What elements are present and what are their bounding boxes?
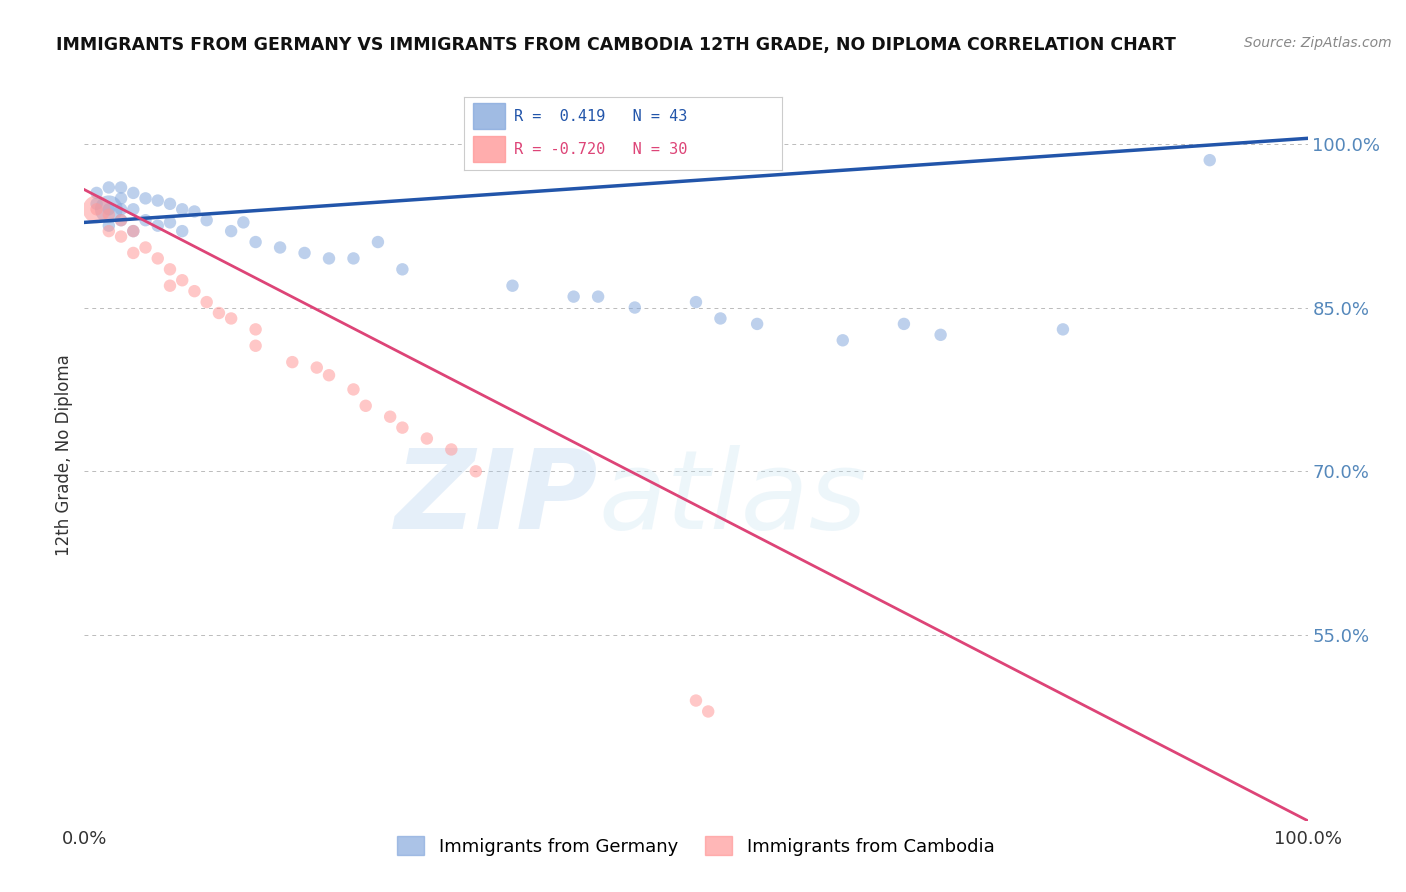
Point [97,219,120,233]
Point [586,290,609,304]
Point [1198,153,1220,168]
Point [97,180,120,194]
Point [172,202,194,217]
Text: atlas: atlas [598,445,866,552]
Point [172,273,194,287]
Point [86,202,108,217]
Point [122,224,145,238]
Point [159,262,181,277]
Point [208,306,231,320]
Point [464,464,486,478]
Point [747,317,769,331]
Point [146,252,169,266]
Point [391,420,413,434]
Point [281,355,304,369]
Point [86,197,108,211]
Point [831,333,853,347]
Point [183,284,205,298]
Point [219,224,242,238]
Point [342,252,364,266]
Point [110,180,132,194]
Point [110,213,132,227]
Point [122,202,145,217]
Point [709,311,731,326]
Point [159,197,181,211]
Y-axis label: 12th Grade, No Diploma: 12th Grade, No Diploma [55,354,73,556]
Legend: Immigrants from Germany, Immigrants from Cambodia: Immigrants from Germany, Immigrants from… [391,829,1001,863]
Point [342,383,364,397]
Point [97,202,120,217]
Point [86,186,108,200]
Point [122,224,145,238]
Point [269,240,291,254]
Point [110,191,132,205]
Point [159,215,181,229]
Point [122,246,145,260]
Text: Source: ZipAtlas.com: Source: ZipAtlas.com [1244,36,1392,50]
Point [245,339,267,353]
Point [135,191,157,205]
Point [110,229,132,244]
Point [135,213,157,227]
Point [232,215,254,229]
Point [416,432,439,446]
Point [929,327,952,342]
Point [305,360,328,375]
Point [440,442,463,457]
Point [294,246,316,260]
Point [318,368,340,383]
Text: IMMIGRANTS FROM GERMANY VS IMMIGRANTS FROM CAMBODIA 12TH GRADE, NO DIPLOMA CORRE: IMMIGRANTS FROM GERMANY VS IMMIGRANTS FR… [56,36,1175,54]
Point [685,295,707,310]
Point [1052,322,1074,336]
Point [624,301,647,315]
Point [697,705,720,719]
Point [245,322,267,336]
Point [97,208,120,222]
Point [562,290,585,304]
Point [86,202,108,217]
Point [367,235,389,249]
Point [122,186,145,200]
Point [354,399,377,413]
Point [110,213,132,227]
Point [318,252,340,266]
Point [110,202,132,217]
Point [195,295,218,310]
Point [195,213,218,227]
Point [219,311,242,326]
Point [97,202,120,217]
Point [146,219,169,233]
Point [172,224,194,238]
Point [183,204,205,219]
Point [893,317,915,331]
Text: ZIP: ZIP [395,445,598,552]
Point [146,194,169,208]
Point [391,262,413,277]
Point [380,409,402,424]
Point [685,693,707,707]
Point [135,240,157,254]
Point [159,278,181,293]
Point [502,278,524,293]
Point [245,235,267,249]
Point [97,224,120,238]
